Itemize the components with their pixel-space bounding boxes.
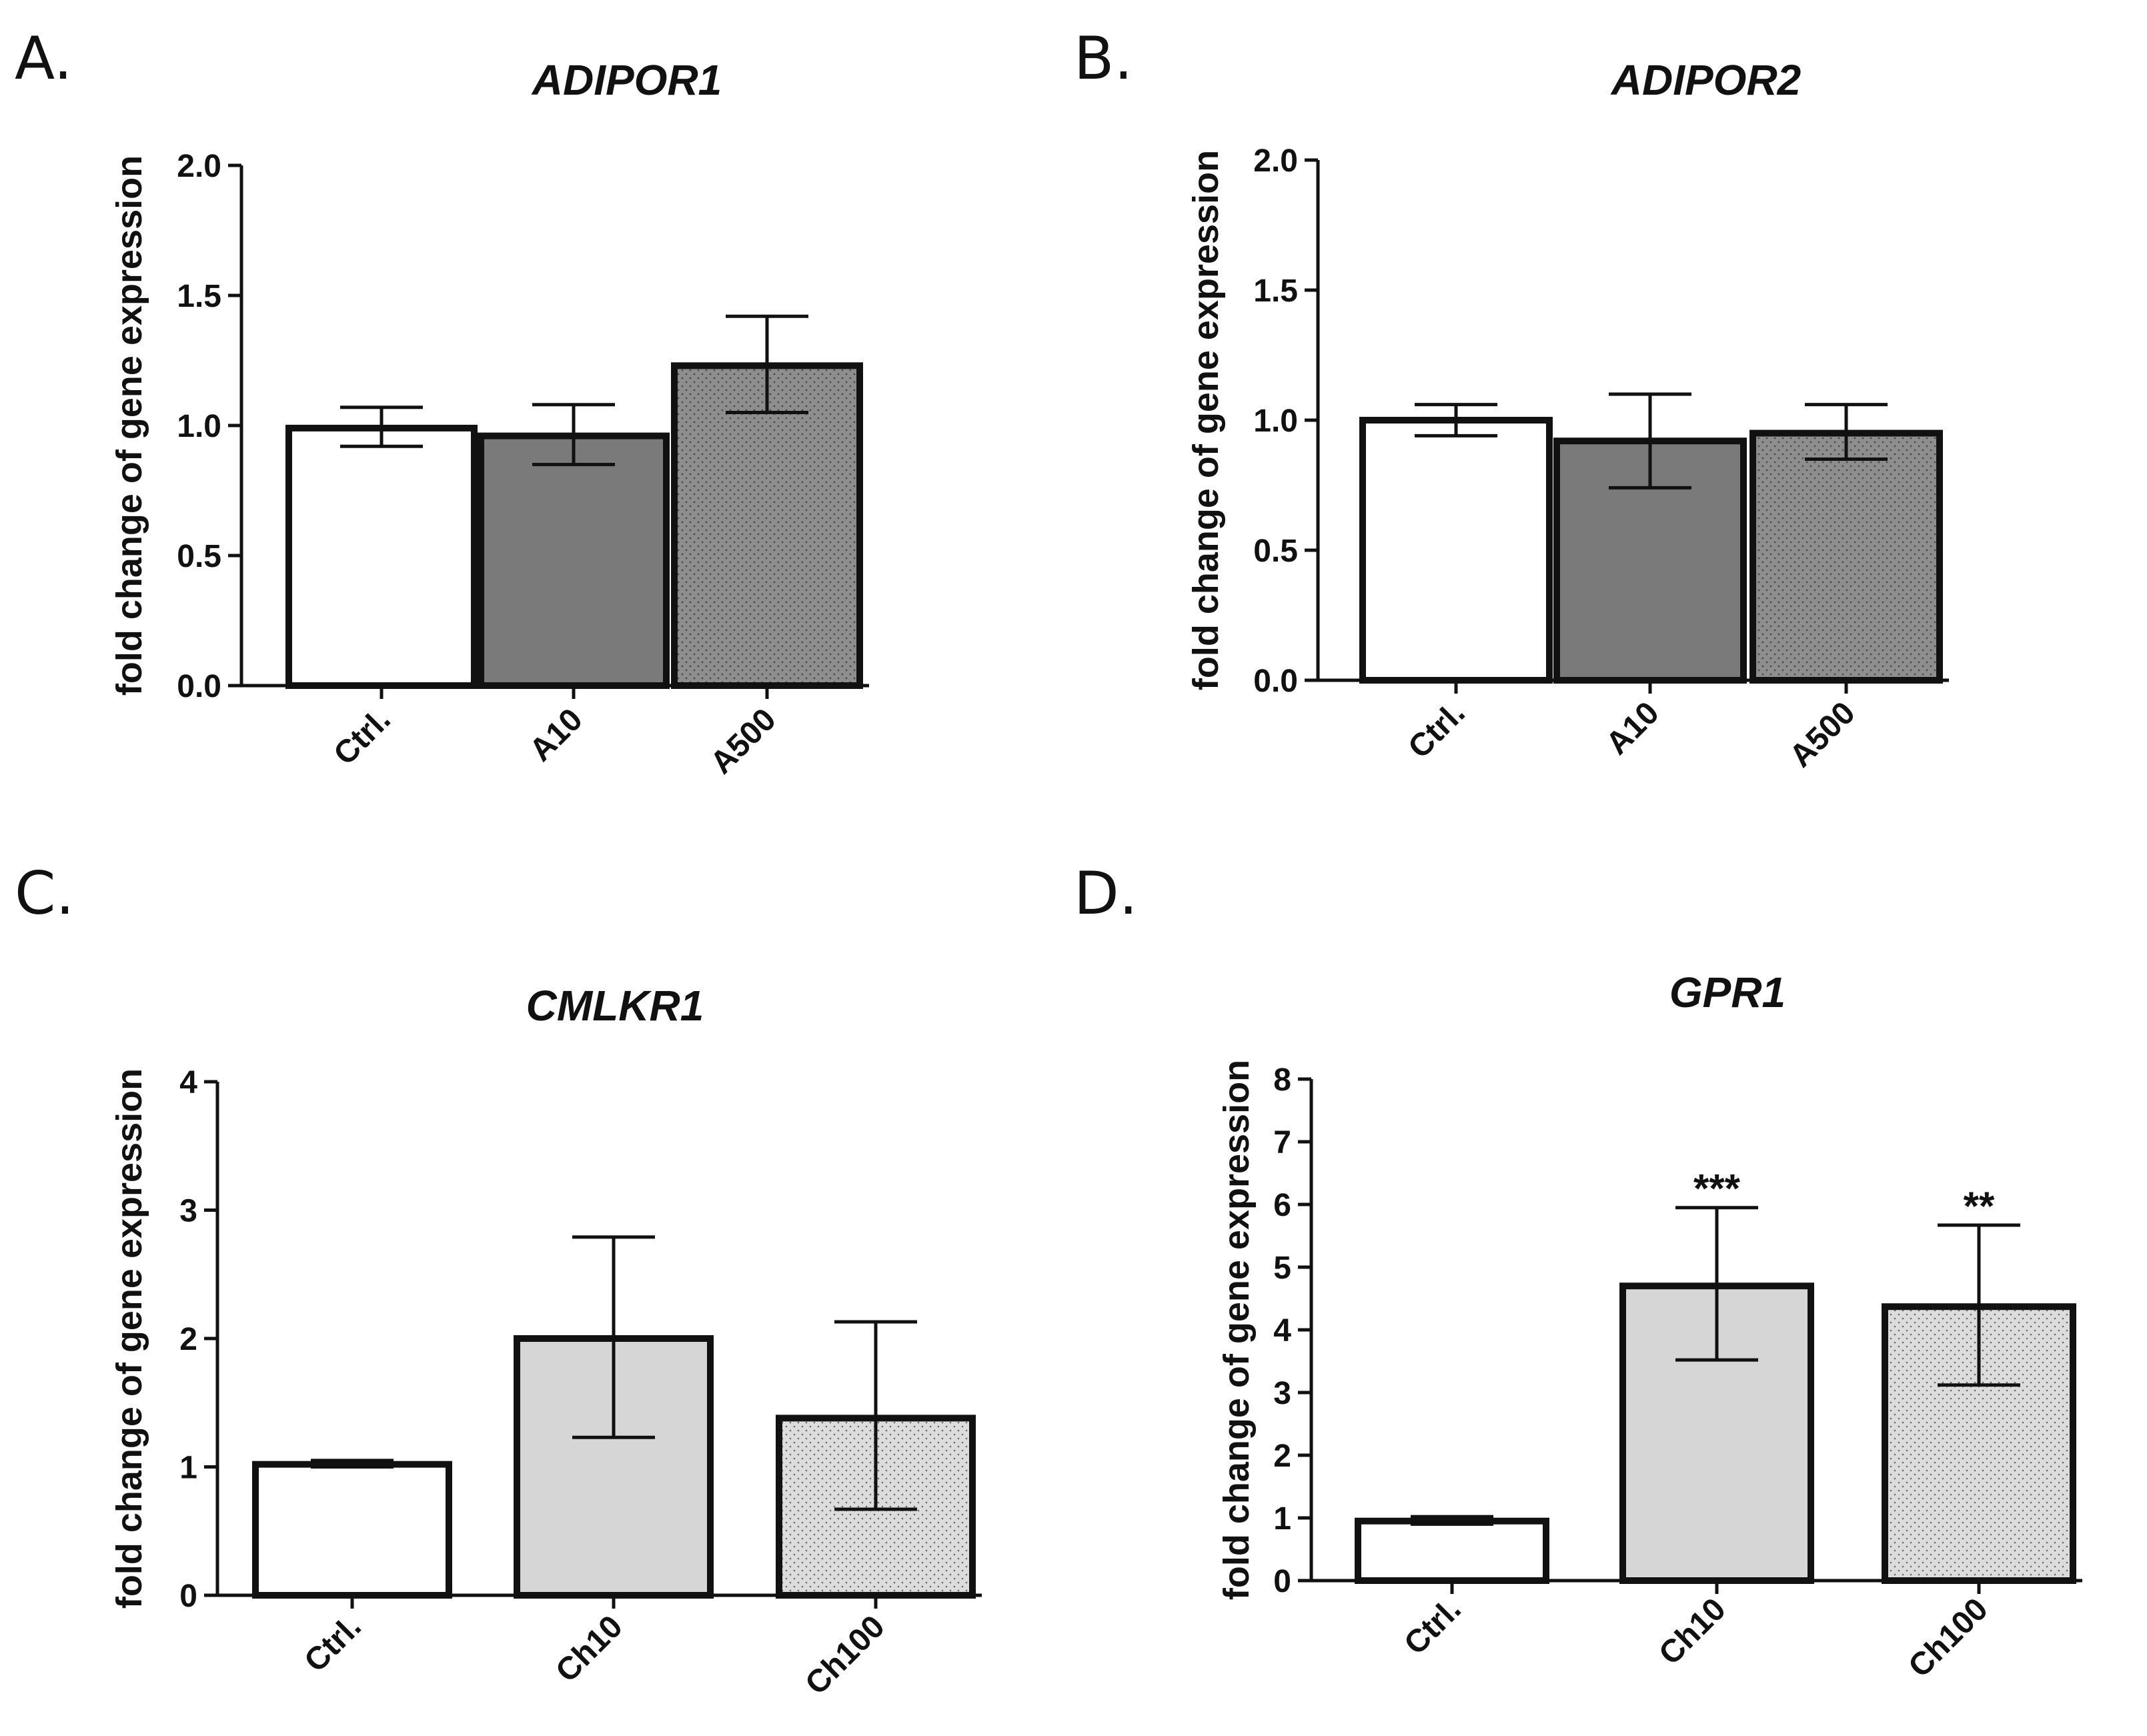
y-tick-label: 8 [1273,1062,1291,1098]
y-tick-label: 0 [179,1579,197,1614]
y-tick-label: 1 [179,1451,197,1486]
panel-letter: A. [15,24,73,93]
chart-title: GPR1 [1669,968,1785,1016]
bar-a10 [478,432,670,689]
y-tick-label: 6 [1273,1188,1291,1223]
y-tick-label: 1.5 [1253,273,1298,309]
y-tick-label: 3 [1273,1376,1291,1411]
y-tick-label: 3 [179,1194,197,1229]
bar-ctrl [1359,417,1553,684]
x-category-label: A500 [1783,695,1862,774]
y-axis-label: fold change of gene expression [109,155,149,696]
x-category-label: A10 [523,702,590,768]
significance-label: ** [1964,1184,1995,1228]
y-tick-label: 0.5 [1253,534,1298,569]
y-tick-label: 2 [1273,1439,1291,1474]
x-category-label: Ctrl. [297,1609,368,1679]
bar-ctrl [252,1461,452,1599]
x-category-label: Ctrl. [1401,695,1471,765]
chart-title: ADIPOR1 [531,56,722,104]
bar-a500 [1749,429,1943,684]
x-category-label: Ch100 [798,1609,891,1701]
bar-ctrl [285,424,478,690]
x-category-label: A10 [1599,695,1666,762]
y-tick-label: 0.0 [177,669,221,704]
panel-letter: D. [1074,859,1138,928]
y-tick-label: 2.0 [177,149,221,184]
x-category-label: Ch10 [549,1609,629,1689]
chart-title: CMLKR1 [526,982,704,1030]
y-tick-label: 1 [1273,1501,1291,1537]
chart-title: ADIPOR2 [1610,56,1802,104]
y-tick-label: 1.0 [1253,403,1298,439]
y-axis-label: fold change of gene expression [1217,1060,1257,1600]
bar-ctrl [1355,1517,1549,1584]
y-tick-label: 1.0 [177,409,221,444]
x-category-label: Ch10 [1652,1591,1732,1671]
y-axis-label: fold change of gene expression [109,1068,149,1609]
x-category-label: Ch100 [1902,1591,1994,1684]
x-category-label: Ctrl. [1397,1591,1467,1661]
chart-panel-0: A. ADIPOR1 fold change of gene expression 0… [15,24,869,781]
y-tick-label: 1.5 [177,279,221,314]
y-tick-label: 2 [179,1322,197,1357]
panel-letter: B. [1074,24,1133,93]
bar-a500 [671,362,863,689]
y-tick-label: 7 [1273,1125,1291,1160]
chart-panel-2: C. CMLKR1 fold change of gene expression 0 1… [15,859,982,1702]
y-tick-label: 5 [1273,1250,1291,1286]
y-tick-label: 0.0 [1253,664,1298,699]
y-tick-label: 4 [179,1065,197,1100]
y-tick-label: 4 [1273,1313,1291,1349]
x-category-label: A500 [704,702,783,781]
chart-panel-1: B. ADIPOR2 fold change of gene expression 0… [1074,24,1949,774]
x-category-label: Ctrl. [327,702,397,772]
panel-letter: C. [15,859,74,928]
y-axis-label: fold change of gene expression [1186,150,1226,690]
y-tick-label: 0.5 [177,539,221,574]
significance-label: *** [1693,1166,1741,1211]
y-tick-label: 0 [1273,1564,1291,1599]
y-tick-label: 2.0 [1253,143,1298,179]
